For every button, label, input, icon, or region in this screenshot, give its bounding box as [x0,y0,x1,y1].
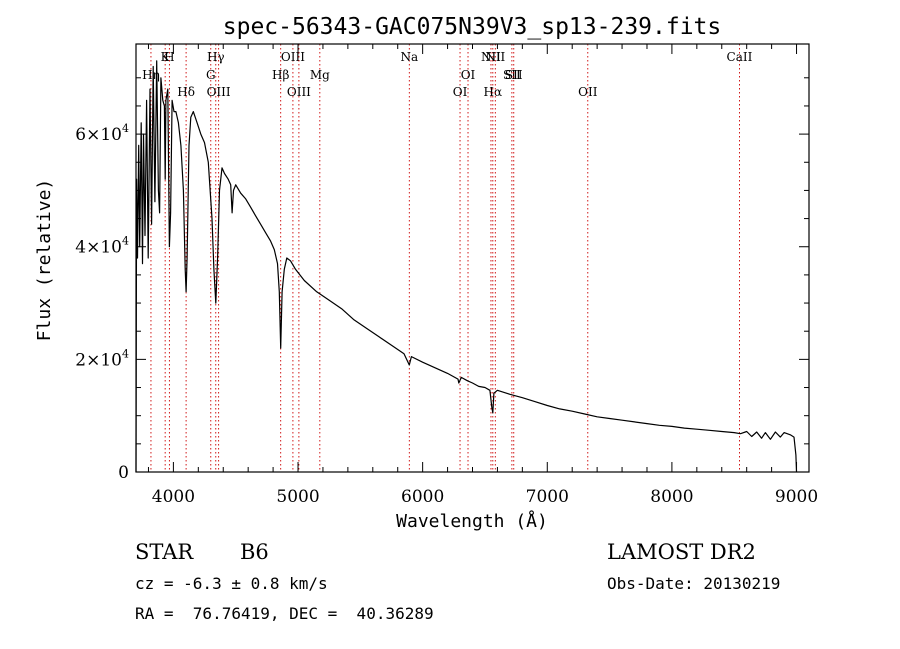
line-marker-label: Hα [484,85,503,99]
y-tick-label: 4×104 [75,235,129,258]
y-axis: 0 2×104 4×104 6×104 [75,77,809,483]
line-marker-label: K [161,50,171,64]
y-tick-label: 2×104 [75,347,129,370]
spectrum-line [135,60,798,473]
line-marker-label: Mg [310,68,330,82]
obs-date: Obs-Date: 20130219 [607,574,780,593]
x-axis: 4000 5000 6000 7000 8000 9000 [147,44,818,507]
y-axis-label: Flux (relative) [34,179,55,342]
line-markers: HηKHHδGHγOIIIHβOIIIOIIIMgNaOIOINIIHαNIIS… [142,44,753,472]
x-axis-label: Wavelength (Å) [396,510,548,532]
x-tick-label: 6000 [401,487,444,507]
line-marker-label: Na [400,50,418,64]
x-tick-label: 7000 [526,487,569,507]
line-marker-label: SII [505,68,523,82]
line-marker-label: Hβ [272,68,289,82]
line-marker-label: OII [578,85,598,99]
object-class: STAR [135,540,194,564]
x-tick-label: 5000 [276,487,319,507]
redshift-cz: cz = -6.3 ± 0.8 km/s [135,574,328,593]
line-marker-label: OI [453,85,468,99]
ra-dec-coords: RA = 76.76419, DEC = 40.36289 [135,604,434,623]
line-marker-label: SII [503,68,521,82]
line-marker-label: OI [461,68,476,82]
line-marker-label: OIII [281,50,305,64]
line-marker-label: H [164,50,174,64]
line-marker-label: Hδ [177,85,195,99]
y-tick-label: 6×104 [75,122,129,145]
line-marker-label: NII [481,50,501,64]
line-marker-label: G [206,68,216,82]
x-tick-label: 8000 [650,487,693,507]
line-marker-label: Hγ [207,50,225,64]
survey-name: LAMOST DR2 [607,540,756,564]
line-marker-label: CaII [727,50,753,64]
line-marker-label: OIII [287,85,311,99]
x-tick-label: 4000 [152,487,195,507]
y-tick-label: 0 [118,463,129,483]
line-marker-label: NII [485,50,505,64]
x-tick-label: 9000 [775,487,818,507]
line-marker-label: OIII [207,85,231,99]
object-subclass: B6 [240,540,269,564]
chart-title: spec-56343-GAC075N39V3_sp13-239.fits [223,14,722,40]
line-marker-label: Hη [142,68,160,82]
